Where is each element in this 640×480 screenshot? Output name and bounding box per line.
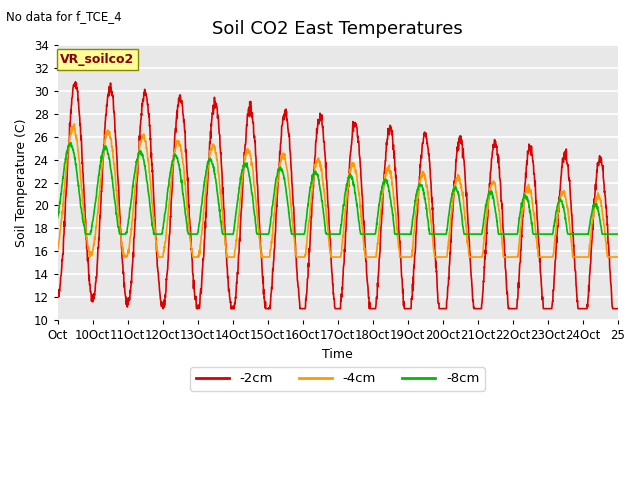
-2cm xyxy=(598,159,605,165)
-4cm xyxy=(83,236,90,241)
-2cm xyxy=(495,165,503,171)
-4cm xyxy=(70,121,78,127)
-8cm xyxy=(614,231,621,237)
-8cm xyxy=(598,229,605,235)
Legend: -2cm, -4cm, -8cm: -2cm, -4cm, -8cm xyxy=(191,367,484,391)
-2cm xyxy=(598,163,605,168)
-4cm xyxy=(598,203,605,208)
-4cm xyxy=(312,164,319,170)
-8cm xyxy=(67,140,75,145)
-2cm xyxy=(312,142,319,147)
-4cm xyxy=(86,254,93,260)
-4cm xyxy=(326,251,334,257)
-8cm xyxy=(598,228,605,234)
-2cm xyxy=(159,306,167,312)
Y-axis label: Soil Temperature (C): Soil Temperature (C) xyxy=(15,118,28,247)
-4cm xyxy=(495,208,503,214)
Line: -4cm: -4cm xyxy=(58,124,618,257)
-2cm xyxy=(326,240,334,245)
X-axis label: Time: Time xyxy=(322,348,353,360)
-8cm xyxy=(81,231,89,237)
Title: Soil CO2 East Temperatures: Soil CO2 East Temperatures xyxy=(212,20,463,38)
-8cm xyxy=(312,168,319,174)
-2cm xyxy=(614,306,621,312)
Text: VR_soilco2: VR_soilco2 xyxy=(60,53,134,66)
Line: -2cm: -2cm xyxy=(58,82,618,309)
-2cm xyxy=(54,289,61,295)
-8cm xyxy=(495,231,503,237)
-2cm xyxy=(83,235,90,240)
-2cm xyxy=(72,79,79,84)
Line: -8cm: -8cm xyxy=(58,143,618,234)
-4cm xyxy=(54,247,61,253)
-8cm xyxy=(326,231,334,237)
Text: No data for f_TCE_4: No data for f_TCE_4 xyxy=(6,10,122,23)
-8cm xyxy=(83,231,90,237)
-4cm xyxy=(614,254,621,260)
-4cm xyxy=(598,205,605,211)
-8cm xyxy=(54,215,61,221)
